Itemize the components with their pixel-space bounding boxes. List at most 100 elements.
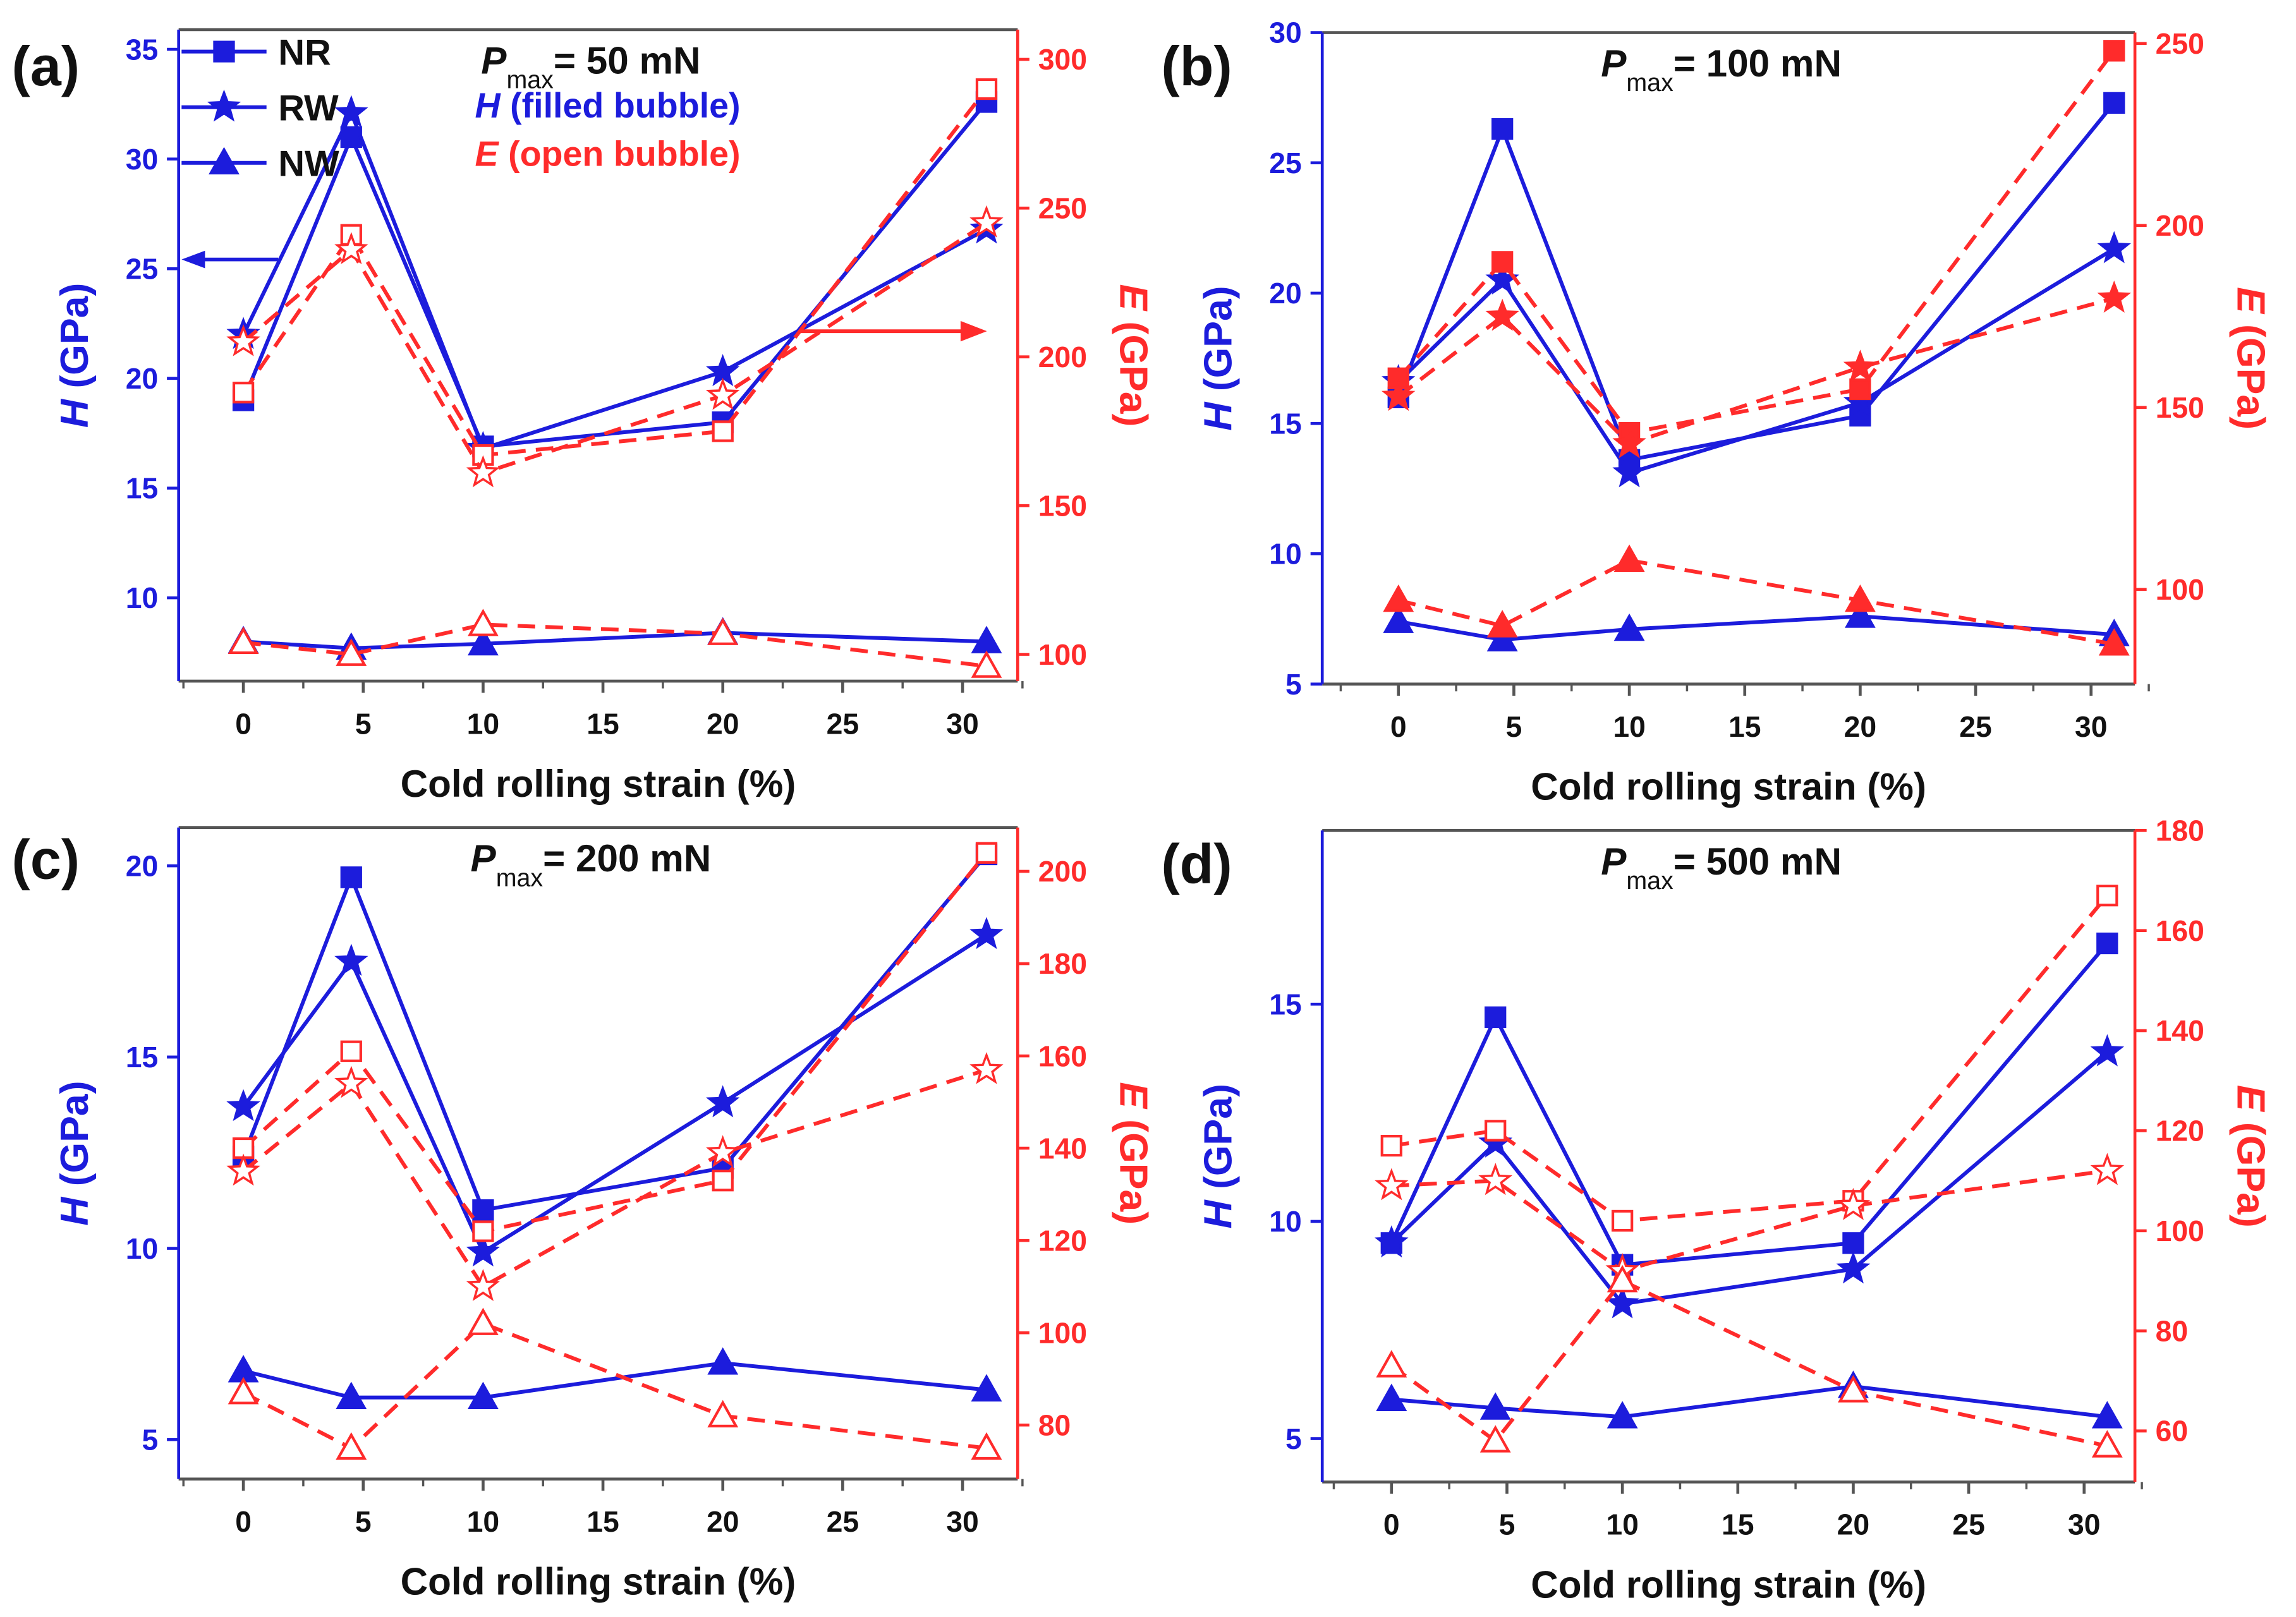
data-point-star: [334, 95, 368, 128]
right-y-tick-label: 140: [2156, 1014, 2204, 1047]
data-point-star: [334, 232, 368, 265]
right-y-tick-label: 180: [1038, 947, 1087, 980]
right-y-tick-label: 200: [1038, 855, 1087, 888]
x-tick-label: 20: [707, 707, 739, 740]
data-point-star: [705, 1135, 740, 1168]
x-tick-label: 0: [235, 1505, 252, 1538]
data-point-star: [1381, 379, 1416, 411]
data-point-triangle: [1844, 600, 1876, 628]
data-point-triangle: [1607, 1401, 1638, 1429]
data-point-star: [1605, 1286, 1639, 1319]
right-y-tick-label: 100: [1038, 1316, 1087, 1349]
data-point-star: [2090, 1034, 2125, 1067]
left-y-tick-label: 25: [126, 252, 159, 285]
right-y-tick-label: 160: [2156, 914, 2204, 947]
data-point-triangle: [467, 1307, 499, 1335]
left-y-axis-label: H (GPa): [1196, 1084, 1241, 1228]
x-tick-label: 10: [467, 707, 500, 740]
right-y-axis-label: E (GPa): [1111, 1082, 1155, 1225]
series-line: [242, 221, 988, 476]
right-y-label-unit: (GPa): [2228, 313, 2273, 430]
data-point-square: [2103, 92, 2125, 114]
title-value: = 500 mN: [1673, 840, 1842, 883]
data-point-star: [1612, 426, 1646, 459]
right-y-label-unit: (GPa): [2228, 1111, 2273, 1228]
data-point-triangle: [467, 627, 499, 656]
data-point-triangle: [707, 1347, 739, 1375]
series-NR-H: [1380, 932, 2118, 1276]
series-RW-E: [226, 1052, 1004, 1302]
series-NR-H: [232, 843, 998, 1221]
x-tick-label: 5: [355, 1505, 372, 1538]
left-y-label-unit: (GPa): [1196, 286, 1241, 402]
right-y-tick-label: 160: [1038, 1039, 1087, 1072]
legend-label: NR: [278, 32, 331, 73]
x-tick-label: 15: [1728, 710, 1761, 743]
data-point-star: [705, 1085, 740, 1118]
data-point-triangle: [1376, 1350, 1407, 1378]
right-y-axis-label: E (GPa): [2228, 1085, 2273, 1228]
x-tick-label: 25: [827, 707, 859, 740]
x-tick-label: 20: [1844, 710, 1877, 743]
note-h-text: (filled bubble): [501, 86, 741, 125]
x-tick-label: 15: [1722, 1508, 1754, 1541]
panel-d: 0 5 10 15 20 25 30 Cold rolling strain (%) 5 10 15…: [1161, 814, 2273, 1606]
panel-label: (b): [1161, 35, 1232, 97]
left-y-tick-label: 20: [1269, 277, 1302, 310]
left-y-label-symbol: H: [52, 398, 97, 428]
right-y-tick-label: 80: [2156, 1314, 2189, 1347]
legend-marker-star: [207, 89, 241, 122]
x-axis-label: Cold rolling strain (%): [401, 762, 796, 805]
series-NW-H: [1376, 1370, 2123, 1429]
series-line: [1391, 894, 2109, 1223]
series-NR-E: [232, 842, 998, 1242]
data-point-star: [969, 1052, 1004, 1084]
right-y-tick-label: 200: [2156, 209, 2204, 242]
right-y-axis-label: E (GPa): [2228, 287, 2273, 430]
x-tick-label: 0: [235, 707, 252, 740]
right-y-tick-label: 120: [1038, 1224, 1087, 1257]
data-point-triangle: [1383, 605, 1414, 633]
x-tick-label: 10: [1606, 1508, 1639, 1541]
data-point-square: [2096, 932, 2118, 955]
note-e-symbol: E: [475, 134, 500, 173]
right-y-label-symbol: E: [2228, 287, 2273, 315]
left-y-tick-label: 10: [126, 1232, 159, 1265]
title-value: = 100 mN: [1673, 42, 1842, 85]
left-y-label-symbol: H: [52, 1196, 97, 1226]
x-tick-label: 5: [355, 707, 372, 740]
data-point-star: [466, 1234, 501, 1267]
left-y-tick-label: 35: [126, 33, 159, 66]
data-point-triangle: [1479, 1425, 1511, 1453]
data-point-square: [1842, 1232, 1864, 1254]
data-point-triangle: [1613, 544, 1645, 572]
panel-label: (c): [12, 828, 80, 891]
data-point-star: [1478, 1163, 1513, 1196]
left-y-tick-label: 30: [126, 143, 159, 176]
data-point-triangle: [1838, 1375, 1869, 1403]
right-y-tick-label: 100: [2156, 573, 2204, 606]
series-NW-E: [1376, 1264, 2123, 1458]
data-point-square: [712, 420, 734, 442]
x-tick-label: 15: [586, 707, 619, 740]
data-point-square: [340, 866, 362, 888]
right-y-tick-label: 300: [1038, 43, 1087, 76]
right-y-tick-label: 250: [2156, 27, 2204, 60]
title-subscript: max: [1626, 867, 1673, 895]
right-y-tick-label: 150: [2156, 391, 2204, 424]
right-y-label-symbol: E: [1111, 284, 1155, 312]
data-point-star: [2090, 1153, 2125, 1185]
note-h-symbol: H: [475, 86, 502, 125]
right-y-tick-label: 200: [1038, 341, 1087, 373]
panel-label: (d): [1161, 833, 1232, 895]
right-y-tick-label: 60: [2156, 1415, 2189, 1448]
data-point-star: [1843, 349, 1878, 382]
panel-b: 0 5 10 15 20 25 30 Cold rolling strain (%) 5 10 15…: [1161, 16, 2273, 808]
left-y-tick-label: 5: [1285, 1422, 1302, 1455]
data-point-star: [969, 205, 1004, 238]
panel-title: Pmax= 500 mN: [1601, 840, 1842, 895]
data-point-triangle: [336, 1432, 367, 1460]
title-symbol: P: [1601, 42, 1627, 85]
panel-title: Pmax= 200 mN: [471, 837, 712, 892]
data-point-square: [1485, 1006, 1507, 1028]
